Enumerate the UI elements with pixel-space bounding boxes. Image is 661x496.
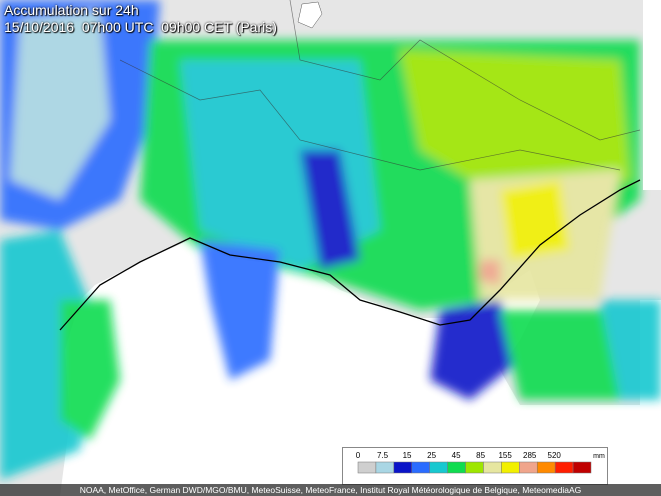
- legend-swatch: [465, 461, 484, 474]
- legend-swatch: [411, 461, 430, 474]
- legend-label: 0: [356, 451, 361, 460]
- legend-swatch: [554, 461, 574, 474]
- legend-label: 155: [498, 451, 512, 460]
- legend-swatch: [572, 461, 592, 474]
- legend-label: 85: [476, 451, 485, 460]
- legend-label: 25: [427, 451, 436, 460]
- legend-label: 7.5: [377, 451, 389, 460]
- legend-label: 520: [548, 451, 562, 460]
- legend-label: 45: [452, 451, 461, 460]
- legend-swatch: [447, 461, 466, 474]
- legend-swatch: [357, 461, 377, 474]
- legend-swatch: [519, 461, 538, 474]
- credits: NOAA, MetOffice, German DWD/MGO/BMU, Met…: [0, 484, 661, 496]
- legend-scale: 0 7.5 15 25 45 85 155 285 520 mm: [356, 451, 605, 474]
- legend-unit: mm: [593, 453, 605, 460]
- legend-swatch: [501, 461, 520, 474]
- legend-label: 285: [523, 451, 537, 460]
- legend-swatch: [393, 461, 413, 474]
- map-datetime: 15/10/2016 07h00 UTC 09h00 CET (Paris): [4, 19, 277, 35]
- legend-swatch: [375, 461, 395, 474]
- legend-swatch: [536, 461, 556, 474]
- legend-label: 15: [403, 451, 412, 460]
- legend-swatch: [483, 461, 502, 474]
- legend: 0 7.5 15 25 45 85 155 285 520 mm: [342, 447, 608, 485]
- legend-swatch: [429, 461, 448, 474]
- map-title: Accumulation sur 24h: [4, 2, 139, 18]
